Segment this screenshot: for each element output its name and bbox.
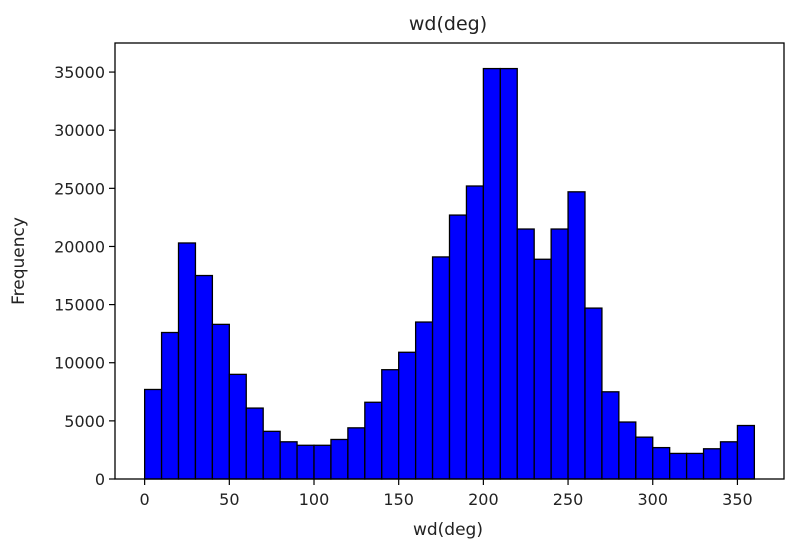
- histogram-bar: [618, 421, 637, 480]
- histogram-bar: [567, 191, 586, 480]
- histogram-bar: [347, 427, 366, 480]
- histogram-bar: [296, 444, 315, 480]
- histogram-bar: [279, 441, 298, 480]
- histogram-bar: [719, 441, 739, 480]
- y-axis-label: Frequency: [9, 217, 29, 305]
- histogram-bar: [533, 258, 552, 480]
- x-axis: 0 50 100 150 200 250 300 350: [140, 479, 753, 509]
- histogram-bar: [143, 388, 163, 480]
- x-tick-label: 150: [383, 490, 414, 509]
- histogram-bar: [414, 321, 434, 480]
- histogram-bar: [228, 373, 247, 480]
- histogram-bar: [482, 67, 501, 480]
- histogram-bar: [211, 323, 230, 480]
- histogram-bar: [550, 228, 569, 480]
- histogram-bar: [330, 438, 349, 480]
- histogram-bar: [584, 307, 603, 480]
- bars-group: [143, 67, 756, 480]
- histogram-bar: [245, 407, 264, 480]
- histogram-bar: [601, 391, 620, 480]
- y-tick-label: 25000: [54, 179, 105, 198]
- y-tick-label: 30000: [54, 121, 105, 140]
- y-tick-label: 10000: [54, 354, 105, 373]
- x-axis-label: wd(deg): [413, 520, 483, 540]
- x-tick-label: 300: [637, 490, 668, 509]
- histogram-bar: [262, 430, 281, 480]
- x-tick-label: 250: [553, 490, 584, 509]
- histogram-bar: [499, 67, 518, 480]
- x-tick-label: 200: [468, 490, 499, 509]
- histogram-bar: [652, 446, 671, 480]
- y-tick-label: 35000: [54, 63, 105, 82]
- histogram-bar: [702, 448, 722, 480]
- histogram-bar: [160, 331, 180, 480]
- y-axis: 0 5000 10000 15000 20000 25000 30000 35000: [54, 63, 115, 489]
- histogram-bar: [685, 452, 705, 480]
- histogram-bar: [398, 351, 417, 480]
- histogram-bar: [669, 452, 688, 480]
- x-tick-label: 100: [299, 490, 330, 509]
- x-tick-label: 50: [219, 490, 239, 509]
- y-tick-label: 20000: [54, 237, 105, 256]
- histogram-bar: [194, 274, 214, 480]
- histogram-bar: [431, 256, 451, 480]
- histogram-bar: [448, 214, 468, 480]
- plot-frame: [114, 42, 785, 480]
- histogram-bar: [364, 401, 383, 480]
- histogram-bar: [381, 369, 400, 480]
- y-tick-label: 15000: [54, 296, 105, 315]
- histogram-bar: [465, 185, 485, 480]
- y-tick-label: 0: [95, 470, 105, 489]
- histogram-bar: [516, 228, 535, 480]
- x-tick-label: 350: [722, 490, 753, 509]
- histogram-bar: [177, 242, 197, 480]
- histogram-bar: [635, 436, 654, 480]
- histogram-bar: [736, 424, 756, 480]
- histogram-bar: [313, 444, 332, 480]
- y-tick-label: 5000: [64, 412, 105, 431]
- chart-title: wd(deg): [409, 13, 487, 35]
- x-tick-label: 0: [140, 490, 150, 509]
